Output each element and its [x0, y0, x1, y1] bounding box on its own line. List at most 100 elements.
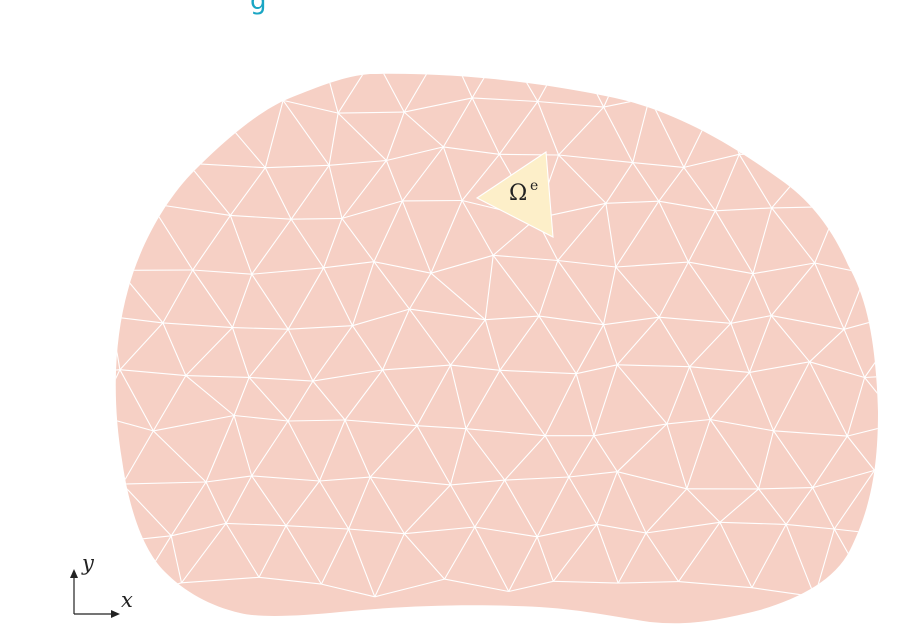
mesh-edge	[215, 73, 246, 110]
mesh-edge	[901, 418, 910, 422]
mesh-edge	[170, 481, 207, 537]
mesh-edge	[251, 475, 287, 527]
mesh-edge	[770, 315, 811, 363]
mesh-edge	[812, 487, 835, 530]
mesh-edge	[443, 146, 500, 155]
mesh-edge	[264, 167, 292, 220]
y-axis-label: y	[81, 551, 95, 575]
mesh-edge	[233, 377, 250, 416]
mesh-edge	[444, 526, 476, 580]
highlighted-element	[475, 151, 554, 238]
mesh-edge	[553, 580, 619, 584]
mesh-edge	[568, 471, 618, 478]
mesh-edge	[370, 476, 451, 486]
mesh-edge	[69, 263, 111, 317]
mesh-edge	[408, 308, 452, 366]
mesh-edge	[385, 160, 403, 202]
mesh-edge	[119, 369, 154, 432]
mesh-edge	[82, 373, 98, 416]
mesh-edge	[461, 200, 494, 256]
mesh-edge	[843, 329, 866, 378]
mesh-edge	[122, 483, 172, 537]
mesh-edge	[404, 526, 475, 535]
mesh-edge	[618, 581, 679, 584]
mesh-edge	[593, 435, 618, 472]
mesh-edge	[465, 370, 501, 429]
mesh-edge	[409, 308, 486, 321]
mesh-edge	[369, 476, 405, 534]
mesh-edge	[133, 582, 182, 597]
mesh-edge	[229, 167, 266, 216]
mesh-edge	[341, 218, 375, 263]
mesh-edge	[558, 154, 607, 204]
mesh-edge	[403, 533, 445, 580]
mesh-edge	[341, 160, 387, 219]
mesh-edge	[686, 419, 711, 489]
mesh-edge	[689, 322, 732, 368]
mesh-edge	[234, 414, 289, 422]
mesh-edge	[312, 369, 383, 382]
mesh-edge	[170, 535, 183, 583]
mesh-edge	[138, 148, 189, 164]
mesh-edge	[115, 369, 120, 374]
mesh-edge	[445, 73, 473, 99]
mesh-edge	[351, 261, 375, 326]
coordinate-axes	[70, 569, 120, 618]
mesh-edge	[115, 97, 139, 150]
mesh-edge	[771, 315, 845, 330]
mesh-edge	[449, 428, 467, 486]
mesh-edge	[596, 524, 619, 584]
mesh-edge	[369, 425, 418, 478]
mesh-edge	[803, 73, 851, 108]
mesh-edge	[499, 369, 546, 437]
mesh-edge	[504, 479, 538, 538]
mesh-edge	[616, 316, 660, 366]
mesh-edge	[812, 469, 875, 489]
mesh-edge	[632, 162, 660, 202]
mesh-edge	[688, 261, 754, 275]
mesh-edge	[864, 536, 878, 585]
mesh-edge	[773, 430, 848, 437]
mesh-edge	[450, 364, 500, 371]
mesh-edge	[536, 476, 570, 538]
mesh-edge	[905, 537, 910, 579]
x-arrow-head	[111, 610, 120, 618]
mesh-edge	[538, 260, 559, 317]
mesh-edge	[319, 476, 371, 482]
y-arrow-head	[70, 569, 78, 578]
mesh-edge	[568, 435, 595, 478]
mesh-edge	[348, 528, 376, 597]
mesh-edge	[649, 94, 720, 99]
mesh-edge	[557, 202, 607, 261]
mesh-edge	[401, 146, 444, 202]
mesh-edge	[115, 270, 120, 317]
mesh-edge	[484, 255, 494, 320]
mesh-edge	[617, 364, 690, 368]
mesh-edge	[70, 51, 100, 98]
mesh-edge	[373, 200, 403, 262]
mesh-edge	[901, 373, 910, 422]
mesh-edge	[162, 269, 194, 324]
mesh-edge	[689, 366, 750, 373]
mesh-edge	[558, 106, 605, 156]
mesh-edge	[285, 525, 322, 585]
mesh-edge	[373, 73, 405, 113]
mesh-edge	[191, 73, 217, 110]
mesh-edge	[70, 44, 122, 51]
mesh-edge	[666, 423, 688, 489]
mesh-edge	[344, 369, 384, 421]
mesh-edge	[461, 153, 500, 201]
mesh-edge	[374, 41, 446, 57]
mesh-edge	[719, 73, 764, 96]
mesh-edge	[814, 262, 845, 330]
mesh-edge	[181, 523, 227, 584]
mesh-edge	[888, 43, 910, 51]
mesh-edge	[719, 488, 759, 523]
mesh-edge	[493, 254, 558, 262]
mesh-edge	[605, 200, 659, 204]
mesh-edge	[864, 167, 878, 204]
mesh-edge	[403, 111, 444, 148]
mesh-edge	[474, 526, 538, 538]
mesh-edge	[442, 146, 463, 201]
